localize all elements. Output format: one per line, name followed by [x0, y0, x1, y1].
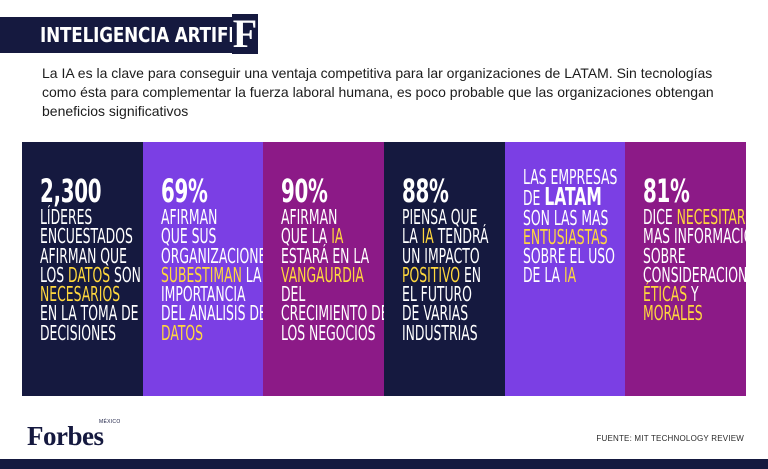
- highlight-word: VANGAURDIA: [281, 262, 365, 287]
- highlight-word: POSITIVO: [402, 262, 461, 287]
- stats-panels: 2,300 LÍDERES ENCUESTADOS AFIRMAN QUE LO…: [22, 142, 747, 396]
- panel-line: INDUSTRIAS: [402, 320, 478, 345]
- highlight-word: ENTUSIASTAS: [522, 224, 608, 249]
- panel-line: LÍDERES: [40, 205, 93, 229]
- highlight-word: DATOS: [160, 320, 203, 345]
- forbes-f-logo: F: [232, 11, 258, 56]
- highlight-word: IA: [563, 263, 576, 288]
- stat-panel-vanguard: 90% AFIRMAN QUE LA IA ESTARÁ EN LA VANGA…: [263, 142, 385, 396]
- stat-value: 2,300: [40, 172, 102, 210]
- stat-panel-ethics: 81% DICE NECESITAR MAS INFORMACIÓN SOBRE…: [625, 142, 747, 396]
- panel-line: LOS NEGOCIOS: [281, 320, 376, 345]
- panel-line: MAS INFORMACIÓN: [643, 224, 746, 249]
- panel-line: DE VARIAS: [402, 301, 469, 326]
- intro-paragraph: La IA es la clave para conseguir una ven…: [42, 65, 714, 119]
- panel-line: UN IMPACTO: [402, 243, 480, 268]
- stat-panel-impact: 88% PIENSA QUE LA IA TENDRÁ UN IMPACTO P…: [384, 142, 505, 396]
- forbes-edition: MÉXICO: [99, 419, 121, 425]
- stat-value: 88%: [402, 172, 449, 210]
- panel-line: AFIRMAN: [160, 205, 218, 229]
- stat-panel-content: LAS EMPRESAS DE LATAM SON LAS MAS ENTUSI…: [522, 165, 626, 288]
- panel-line: DEL: [281, 282, 306, 307]
- header-band: [0, 17, 253, 53]
- panel-line: SOBRE EL USO: [522, 244, 615, 269]
- panel-line: SOBRE: [643, 243, 686, 268]
- panel-line: ORGANIZACIONES: [160, 243, 264, 268]
- panel-line: DE LA IA: [522, 263, 576, 288]
- panel-line: QUE LA IA: [281, 224, 344, 249]
- highlight-word: MORALES: [643, 301, 704, 326]
- highlight-word: NECESITAR: [677, 205, 746, 229]
- panel-line: ESTARÁ EN LA: [281, 243, 370, 268]
- panel-line: MORALES: [643, 301, 746, 326]
- bottom-bar: [0, 459, 768, 469]
- highlight-word: SUBESTIMAN: [160, 262, 242, 287]
- panel-line: ÉTICAS Y: [643, 282, 699, 307]
- stat-panel-content: 81% DICE NECESITAR MAS INFORMACIÓN SOBRE…: [643, 174, 746, 324]
- highlight-word: ÉTICAS: [643, 282, 688, 307]
- forbes-logo: Forbes: [27, 421, 104, 451]
- highlight-word: NECESARIOS: [40, 282, 121, 307]
- panel-line: EL FUTURO: [402, 282, 472, 307]
- panel-line: DICE NECESITAR: [643, 205, 746, 229]
- panel-line: PIENSA QUE: [402, 205, 478, 229]
- panel-line: DATOS: [160, 320, 264, 345]
- panel-line: AFIRMAN QUE: [40, 243, 127, 268]
- highlight-word: DATOS: [68, 262, 111, 287]
- panel-line: CONSIDERACIONES: [643, 262, 747, 287]
- panel-line: DECISIONES: [40, 320, 116, 345]
- panel-line: SON LAS MAS: [522, 205, 609, 230]
- highlight-word: IA: [331, 224, 344, 249]
- panel-line: LOS DATOS SON: [40, 262, 141, 287]
- stat-panel-content: 90% AFIRMAN QUE LA IA ESTARÁ EN LA VANGA…: [281, 174, 384, 343]
- panel-line: DEL ANALISIS DE: [160, 301, 264, 326]
- panel-line: ENCUESTADOS: [40, 224, 133, 249]
- stat-panel-leaders: 2,300 LÍDERES ENCUESTADOS AFIRMAN QUE LO…: [22, 142, 143, 396]
- panel-line: QUE SUS: [160, 224, 217, 249]
- panel-line: NECESARIOS: [40, 282, 143, 307]
- panel-line: CRECIMIENTO DE: [281, 301, 385, 326]
- panel-line: ENTUSIASTAS: [522, 224, 626, 249]
- stat-panel-content: 88% PIENSA QUE LA IA TENDRÁ UN IMPACTO P…: [402, 174, 505, 343]
- stat-value: 69%: [160, 172, 208, 210]
- stat-value: 90%: [281, 172, 328, 210]
- highlight-word: IA: [421, 224, 434, 249]
- stat-panel-content: 2,300 LÍDERES ENCUESTADOS AFIRMAN QUE LO…: [40, 174, 143, 343]
- panel-line: VANGAURDIA: [281, 262, 384, 287]
- panel-line: DE LATAM: [522, 182, 602, 212]
- panel-line: IMPORTANCIA: [160, 282, 246, 307]
- panel-line: POSITIVO EN: [402, 262, 482, 287]
- stat-panel-content: 69% AFIRMAN QUE SUS ORGANIZACIONES SUBES…: [161, 174, 264, 343]
- stat-panel-latam: LAS EMPRESAS DE LATAM SON LAS MAS ENTUSI…: [504, 142, 626, 396]
- source-note: FUENTE: MIT TECHNOLOGY REVIEW: [596, 434, 744, 443]
- stat-panel-underestimate: 69% AFIRMAN QUE SUS ORGANIZACIONES SUBES…: [142, 142, 264, 396]
- emphasis-word: LATAM: [544, 182, 602, 212]
- panel-line: SUBESTIMAN LA: [160, 262, 262, 287]
- panel-line: LAS EMPRESAS: [522, 165, 618, 189]
- panel-line: LA IA TENDRÁ: [402, 224, 489, 249]
- panel-line: EN LA TOMA DE: [40, 301, 139, 326]
- panel-line: AFIRMAN: [281, 205, 338, 229]
- stat-value: 81%: [643, 172, 690, 210]
